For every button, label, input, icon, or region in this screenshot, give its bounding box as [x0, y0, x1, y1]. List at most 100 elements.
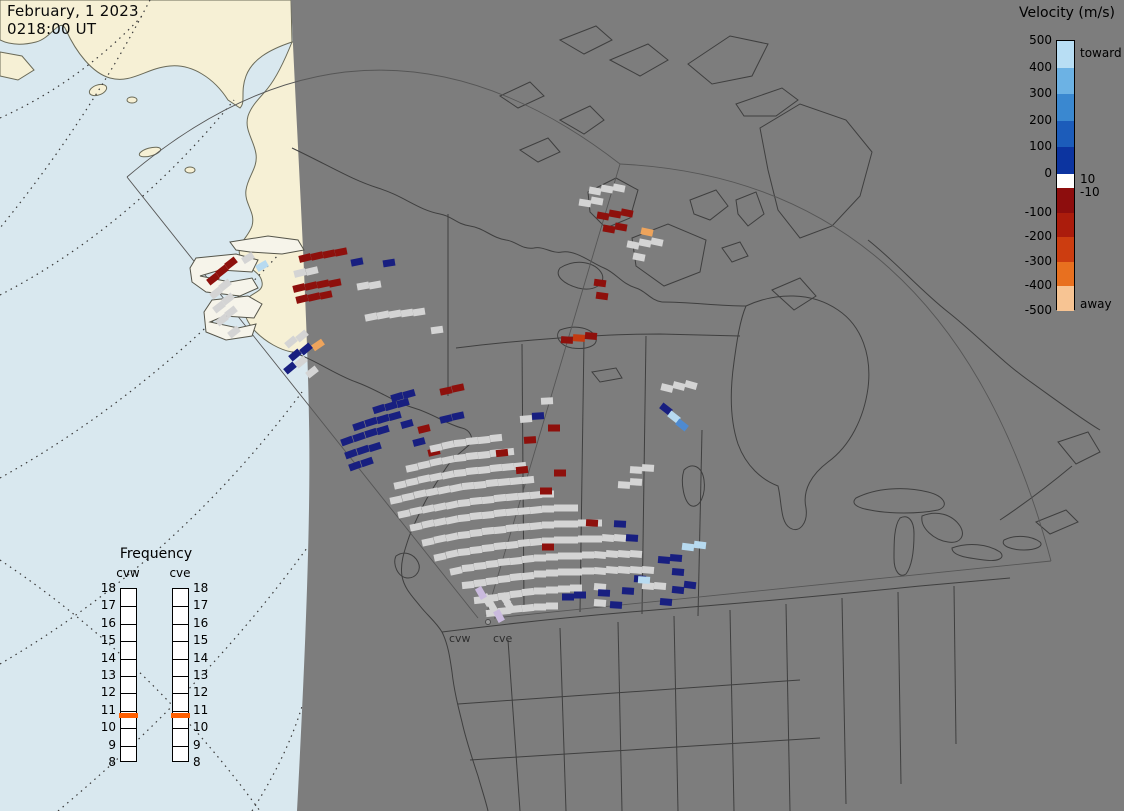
velocity-cell: [493, 609, 505, 623]
frequency-tick-cve-8: 8: [193, 755, 201, 769]
velocity-cell: [465, 466, 479, 476]
frequency-bar-cve: [172, 588, 189, 762]
velocity-cell: [672, 381, 686, 391]
velocity-cell: [352, 420, 366, 432]
velocity-cell: [457, 547, 471, 557]
velocity-cell: [461, 580, 475, 590]
velocity-cell: [376, 310, 390, 320]
velocity-cell: [350, 257, 364, 267]
velocity-cell: [295, 294, 309, 304]
velocity-cell: [671, 567, 685, 577]
radar-label-cvw: cvw: [449, 632, 471, 645]
velocity-cell: [693, 540, 707, 550]
velocity-cell: [653, 581, 667, 591]
velocity-cell: [601, 533, 615, 543]
velocity-cell: [364, 416, 378, 428]
velocity-cell: [683, 580, 697, 590]
velocity-cell: [531, 412, 545, 420]
velocity-cell: [298, 253, 312, 263]
velocity-cell: [288, 348, 302, 362]
velocity-cell: [572, 334, 586, 342]
velocity-cell: [534, 554, 546, 562]
velocity-cell: [566, 536, 578, 544]
velocity-cell: [405, 463, 419, 473]
velocity-cell: [421, 504, 435, 514]
velocity-cell: [617, 565, 631, 575]
velocity-seg-away-4: [1057, 286, 1074, 311]
velocity-tick--300: -300: [1024, 253, 1052, 268]
velocity-cell: [659, 597, 673, 607]
velocity-cell: [473, 480, 487, 490]
frequency-tick-cve-13: 13: [193, 668, 209, 682]
velocity-cell: [453, 438, 467, 448]
velocity-cell: [469, 496, 483, 506]
velocity-cell: [493, 493, 507, 503]
velocity-cell: [542, 521, 554, 529]
velocity-cell: [562, 593, 574, 601]
velocity-cell: [221, 292, 235, 306]
day-land: [0, 0, 311, 353]
frequency-tick-cve-11: 11: [193, 702, 209, 717]
frequency-bar-cell: [121, 745, 136, 763]
velocity-cell: [570, 568, 582, 576]
velocity-cell: [368, 441, 382, 453]
velocity-cell: [637, 576, 651, 584]
velocity-cell: [540, 487, 552, 495]
velocity-cell: [540, 397, 554, 405]
velocity-cell: [493, 525, 507, 535]
velocity-cell: [585, 519, 599, 527]
velocity-cell: [495, 448, 509, 458]
velocity-cell: [629, 466, 643, 474]
velocity-cell: [521, 554, 535, 564]
velocity-cell: [650, 237, 664, 247]
velocity-cell: [376, 413, 390, 425]
datetime-stamp: February, 1 2023 0218:00 UT: [7, 2, 139, 38]
velocity-cell: [417, 474, 431, 484]
velocity-cell: [529, 537, 543, 547]
frequency-tick-cve-15: 15: [193, 633, 209, 648]
velocity-cell: [417, 424, 431, 434]
velocity-cell: [477, 465, 491, 475]
velocity-cell: [388, 410, 402, 422]
velocity-cell: [457, 513, 471, 523]
velocity-cell: [521, 571, 535, 581]
velocity-cell: [626, 240, 640, 250]
velocity-cell: [605, 549, 619, 559]
frequency-tick-cve-16: 16: [193, 615, 209, 630]
velocity-cell: [388, 309, 402, 319]
radar-fov-lines: [126, 69, 1052, 619]
velocity-tick--200: -200: [1024, 229, 1052, 244]
velocity-cell: [632, 252, 646, 262]
velocity-cell: [629, 549, 643, 559]
frequency-bar-cell: [173, 693, 188, 710]
velocity-cell: [570, 584, 582, 592]
velocity-cell: [457, 498, 471, 508]
velocity-cell: [215, 313, 229, 327]
velocity-cell: [534, 570, 546, 578]
frequency-tick-cvw-15: 15: [100, 633, 116, 648]
velocity-cell: [397, 509, 411, 519]
velocity-cell: [283, 361, 297, 375]
velocity-cell: [384, 400, 398, 412]
frequency-tick-cvw-17: 17: [100, 598, 116, 613]
velocity-cell: [409, 522, 423, 532]
velocity-cell: [596, 211, 610, 221]
velocity-cell: [548, 424, 560, 432]
velocity-seg-toward-1: [1057, 67, 1074, 95]
velocity-cell: [433, 552, 447, 562]
velocity-cell: [613, 533, 627, 543]
velocity-cell: [629, 478, 643, 486]
velocity-cell: [558, 552, 570, 560]
velocity-cell: [613, 520, 627, 528]
frequency-bar-cell: [173, 589, 188, 606]
velocity-cell: [566, 504, 578, 512]
velocity-cell: [473, 578, 487, 588]
velocity-cell: [588, 186, 602, 196]
frequency-bar-cell: [121, 658, 136, 676]
velocity-seg-away-0: [1057, 187, 1074, 213]
velocity-cell: [451, 411, 465, 421]
velocity-cell: [469, 511, 483, 521]
velocity-cell: [421, 537, 435, 547]
velocity-cell: [560, 336, 574, 344]
velocity-cell: [505, 507, 519, 517]
